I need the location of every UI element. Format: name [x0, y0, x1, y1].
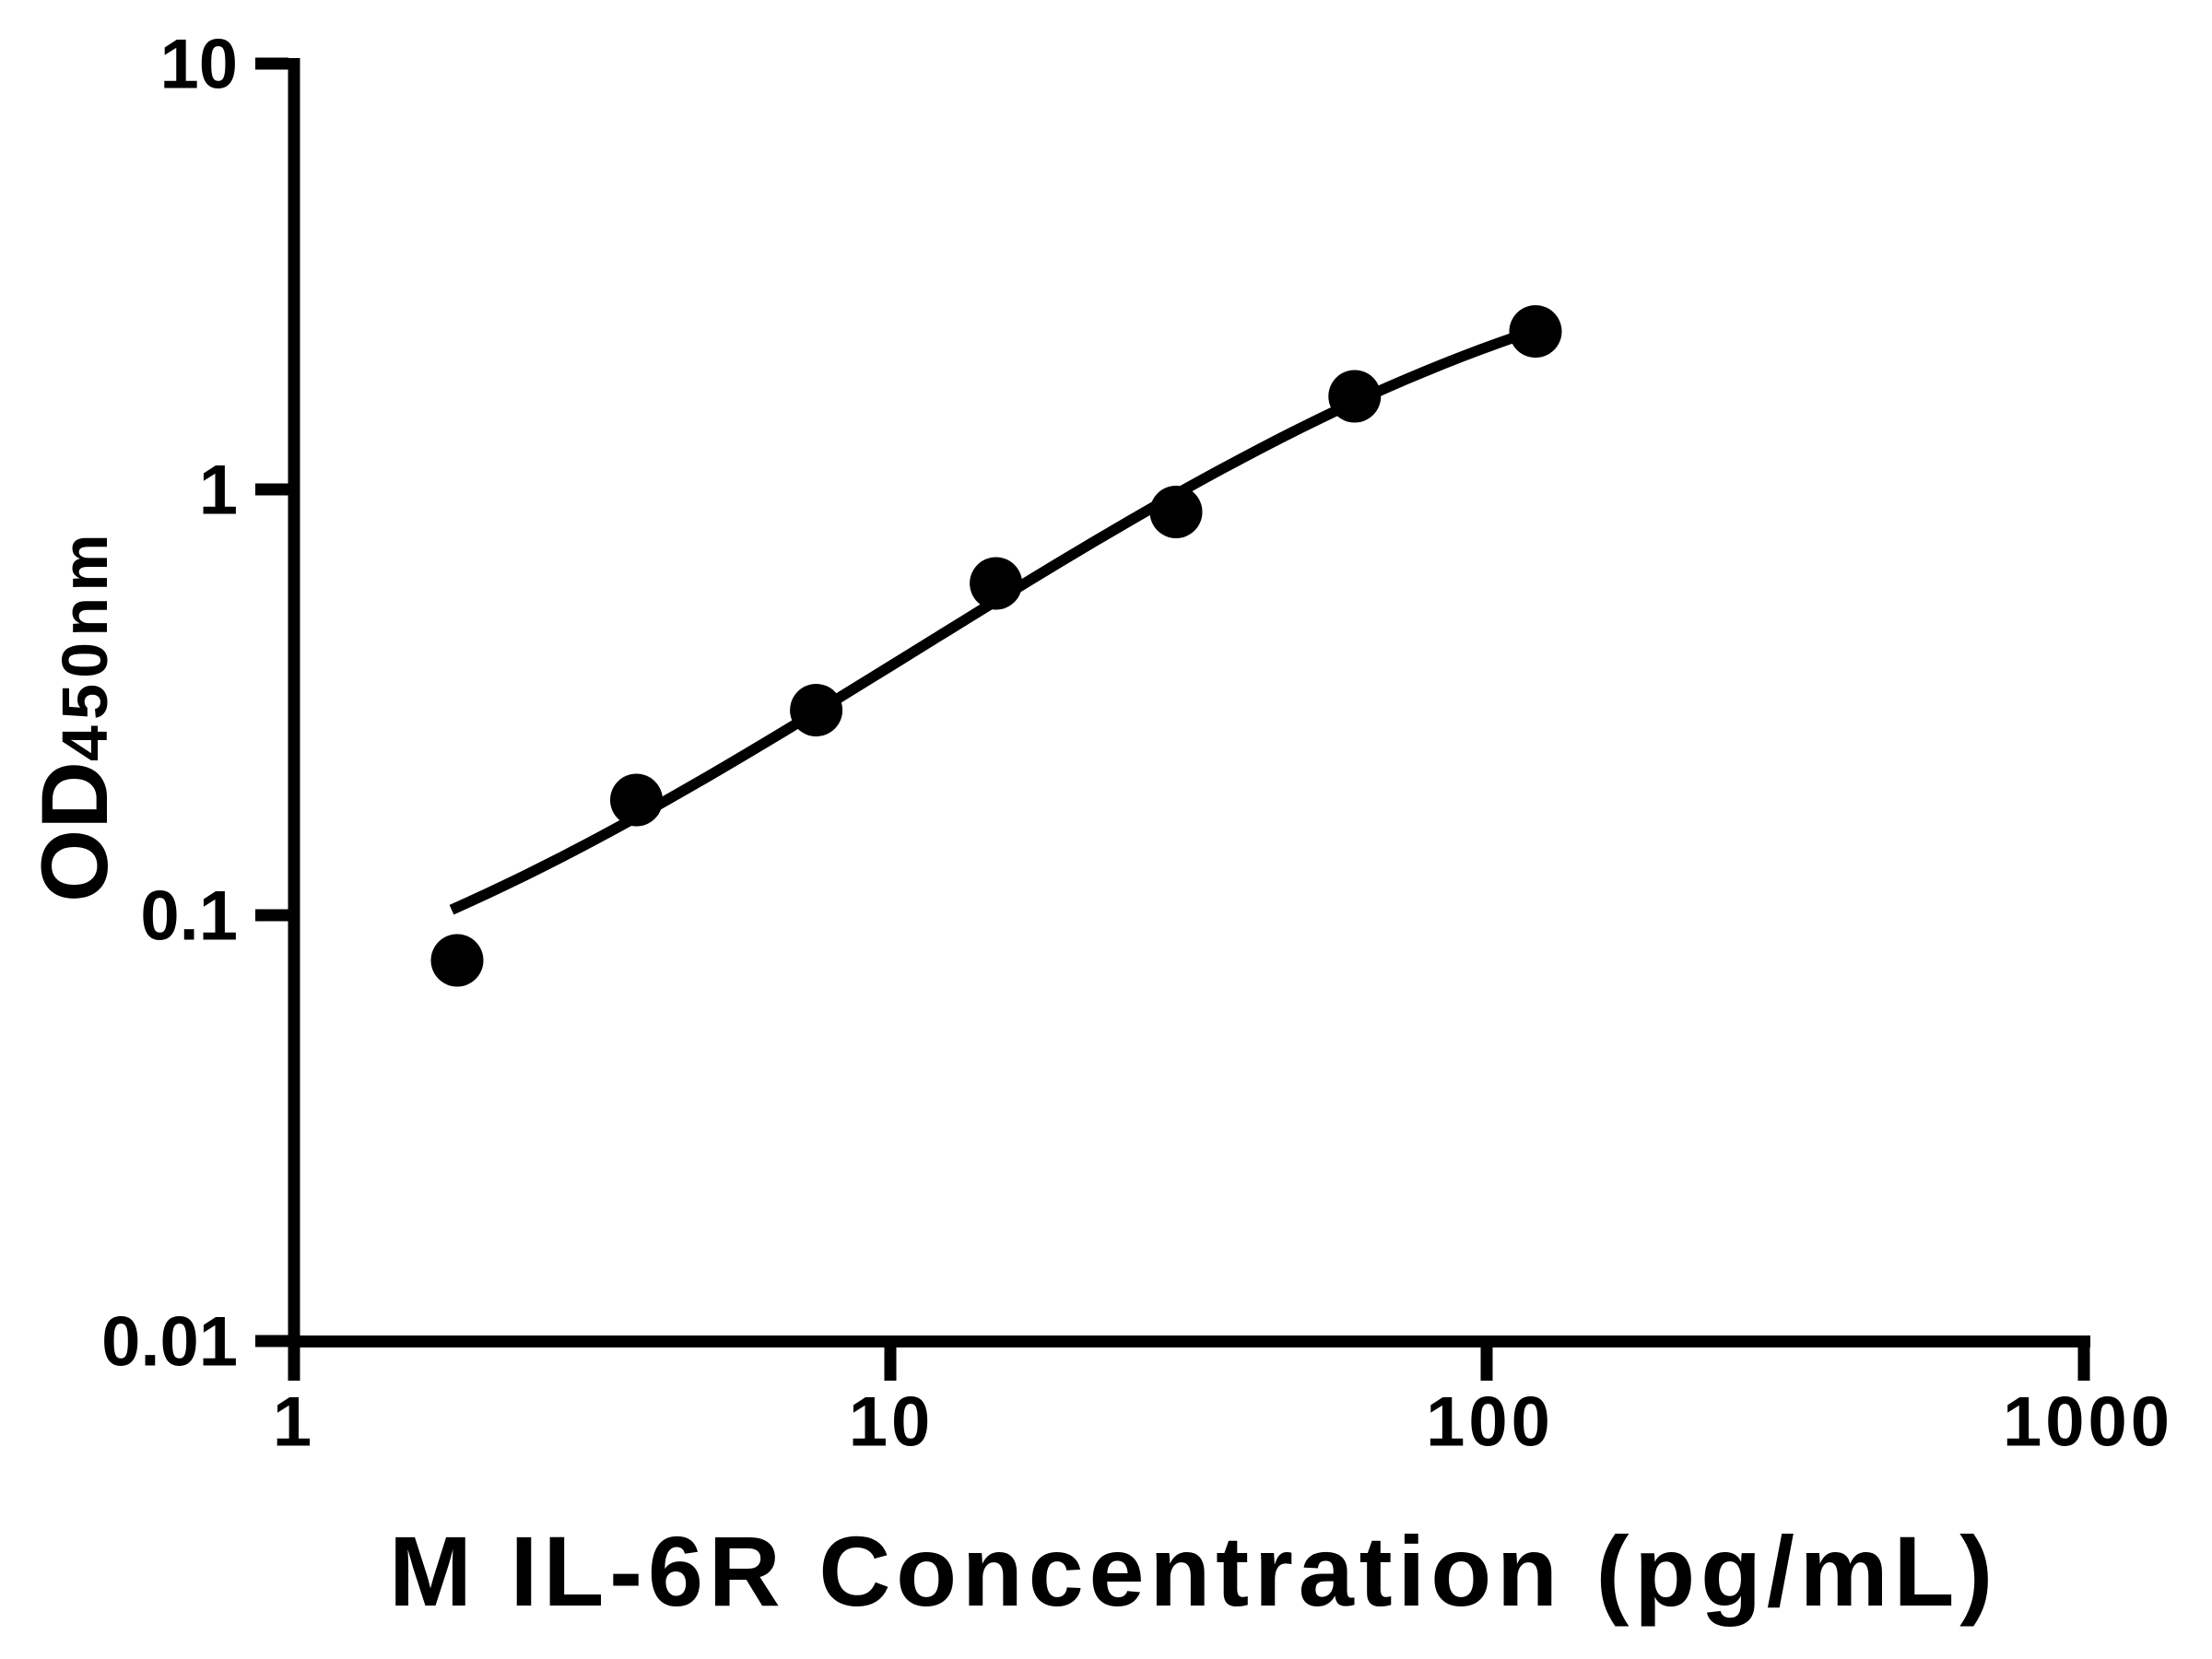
svg-text:1: 1 — [199, 452, 238, 530]
svg-text:0.1: 0.1 — [140, 877, 238, 956]
svg-text:0.01: 0.01 — [101, 1303, 238, 1382]
svg-text:10: 10 — [159, 26, 238, 104]
svg-text:M IL-6R Concentration (pg/mL): M IL-6R Concentration (pg/mL) — [389, 1515, 1998, 1627]
svg-text:1: 1 — [273, 1383, 315, 1462]
svg-text:1000: 1000 — [2003, 1383, 2173, 1462]
svg-text:10: 10 — [849, 1383, 935, 1462]
svg-text:100: 100 — [1426, 1383, 1554, 1462]
